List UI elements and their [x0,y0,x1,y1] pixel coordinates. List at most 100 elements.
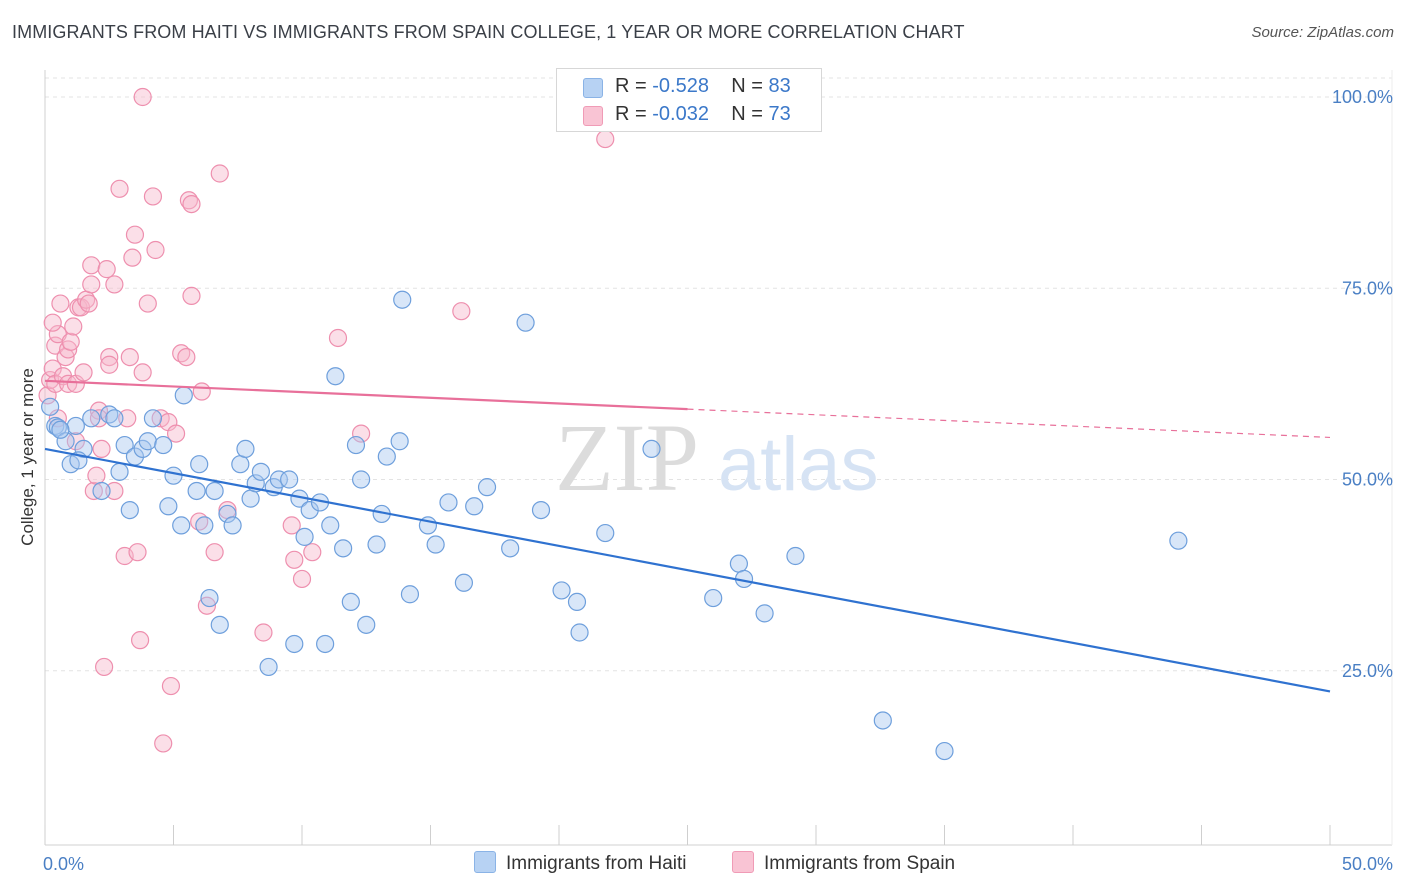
y-tick-label: 25.0% [1342,661,1393,681]
spain-point [182,286,201,305]
spain-point [82,256,101,275]
watermark: ZIP atlas [555,404,879,511]
spain-point [95,657,114,677]
spain-point [292,569,312,589]
spain-point [84,481,103,501]
haiti-legend-label: Immigrants from Haiti [506,853,687,874]
spain-point [452,302,471,321]
haiti-point [110,462,129,481]
legend-text-haiti: R = -0.528 N = 83 [615,75,791,97]
haiti-point [321,516,340,535]
haiti-point [205,481,224,501]
spain-point [92,439,111,458]
spain-point [43,359,62,378]
haiti-point [400,585,420,604]
haiti-point [66,416,85,436]
haiti-point [755,604,774,623]
haiti-point [154,435,173,455]
correlation-legend: R = -0.528 N = 83 R = -0.032 N = 73 [556,68,822,132]
spain-point [166,424,186,443]
spain-point [303,543,322,562]
haiti-legend-swatch [474,851,496,873]
spain-point [61,332,80,351]
haiti-point [477,478,497,497]
spain-point [596,129,615,149]
spain-point [89,409,109,428]
y-tick-labels: 100.0% 75.0% 50.0% 25.0% [1332,87,1393,681]
spain-point [123,248,142,267]
spain-point [100,355,119,374]
spain-point [59,374,78,393]
watermark-atlas: atlas [718,422,879,507]
spain-point [43,313,62,332]
haiti-point [316,634,335,654]
spain-point [161,676,181,696]
haiti-point [120,501,139,520]
x-tick-labels: 0.0% 50.0% [43,854,1393,874]
chart-title: IMMIGRANTS FROM HAITI VS IMMIGRANTS FROM… [12,22,965,42]
gridlines [45,77,1392,672]
haiti-point [218,504,237,524]
haiti-point [138,432,157,451]
spain-point [182,195,201,214]
haiti-point [516,313,535,332]
haiti-n-value: 83 [768,75,791,97]
spain-point [105,481,124,501]
haiti-point [426,535,445,554]
haiti-point [393,290,412,309]
spain-point [74,363,93,382]
haiti-point [346,435,366,455]
haiti-point [729,554,749,573]
spain-point [100,348,119,367]
x-tick-label: 50.0% [1342,854,1393,874]
haiti-point [786,546,805,566]
haiti-point [704,588,723,608]
y-axis-title: College, 1 year or more [18,368,37,546]
spain-point [110,179,129,198]
haiti-point [377,447,396,466]
spain-point [105,275,124,294]
spain-point [87,466,106,485]
spain-point [64,317,83,336]
spain-point [97,260,116,279]
haiti-point [82,409,101,428]
bottom-legend-spain: Immigrants from Spain [732,851,955,875]
haiti-point [164,466,183,485]
spain-point [352,424,371,443]
haiti-point [105,409,124,428]
spain-point [282,516,301,535]
haiti-point [92,481,111,501]
spain-point [128,543,147,562]
haiti-point [187,481,206,501]
watermark-zip: ZIP [555,404,699,511]
spain-point [51,294,70,313]
axes [44,70,1393,846]
haiti-point [251,462,270,481]
spain-trend-line [44,379,688,411]
spain-point [125,225,145,244]
spain-points [38,87,615,753]
haiti-point [195,516,214,535]
legend-row-spain: R = -0.032 N = 73 [557,101,821,129]
haiti-swatch [583,78,603,98]
haiti-point [352,470,371,489]
haiti-point [48,418,67,437]
haiti-point [41,397,60,416]
spain-point [177,348,196,367]
spain-point [133,363,152,382]
haiti-point [241,489,260,508]
spain-point [143,187,163,206]
spain-point [146,240,165,260]
haiti-point [501,539,520,558]
haiti-point [341,592,360,612]
spain-point [46,374,65,393]
haiti-point [56,432,75,451]
spain-point [89,401,109,420]
spain-trend-line-dashed [687,408,1331,439]
spain-point [254,623,273,642]
haiti-point [51,420,70,439]
trend-lines [44,379,1331,693]
haiti-point [200,588,219,608]
haiti-point [143,409,163,428]
haiti-point [236,439,255,458]
